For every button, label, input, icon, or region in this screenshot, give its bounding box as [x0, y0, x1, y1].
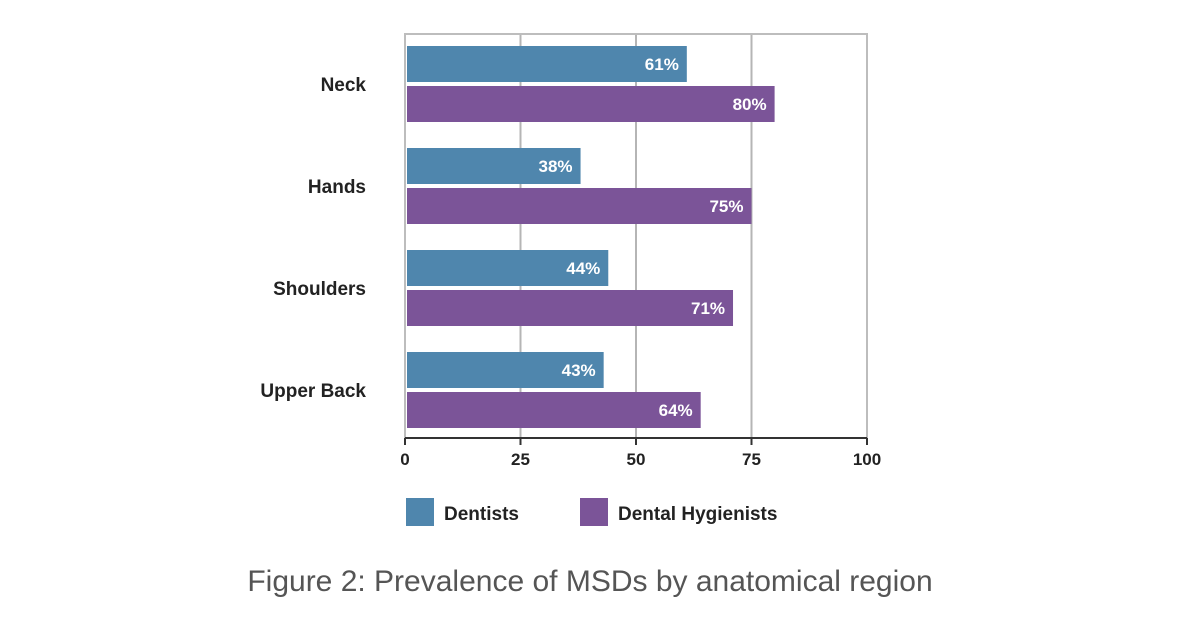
bar-value-label: 75%	[709, 197, 743, 216]
bar-value-label: 38%	[539, 157, 573, 176]
category-label: Hands	[308, 177, 366, 198]
bar	[407, 148, 581, 184]
figure-caption: Figure 2: Prevalence of MSDs by anatomic…	[247, 565, 932, 598]
legend-swatch	[580, 498, 608, 526]
bar	[407, 352, 604, 388]
x-tick-label: 100	[853, 450, 881, 469]
x-tick-label: 25	[511, 450, 530, 469]
x-tick-label: 50	[627, 450, 646, 469]
legend: Dentists Dental Hygienists	[406, 498, 777, 526]
category-label: Neck	[321, 75, 367, 96]
bar-value-label: 71%	[691, 299, 725, 318]
bar-value-label: 44%	[566, 259, 600, 278]
bar	[407, 86, 775, 122]
bar-value-label: 64%	[659, 401, 693, 420]
x-tick-label: 0	[400, 450, 409, 469]
category-labels: Neck Hands Shoulders Upper Back	[260, 75, 366, 402]
legend-label: Dental Hygienists	[618, 504, 777, 525]
bar	[407, 188, 752, 224]
legend-label: Dentists	[444, 504, 519, 525]
bar	[407, 46, 687, 82]
category-label: Shoulders	[273, 279, 366, 300]
x-tick-label: 75	[742, 450, 761, 469]
bars: 61% 80% 38% 75% 44% 71% 43% 64%	[407, 46, 775, 428]
legend-swatch	[406, 498, 434, 526]
bar-value-label: 43%	[562, 361, 596, 380]
bar	[407, 290, 734, 326]
bar-value-label: 80%	[733, 95, 767, 114]
bar-value-label: 61%	[645, 55, 679, 74]
bar	[407, 250, 609, 286]
x-axis-ticks: 0 25 50 75 100	[400, 438, 881, 469]
bar	[407, 392, 701, 428]
category-label: Upper Back	[260, 381, 366, 402]
